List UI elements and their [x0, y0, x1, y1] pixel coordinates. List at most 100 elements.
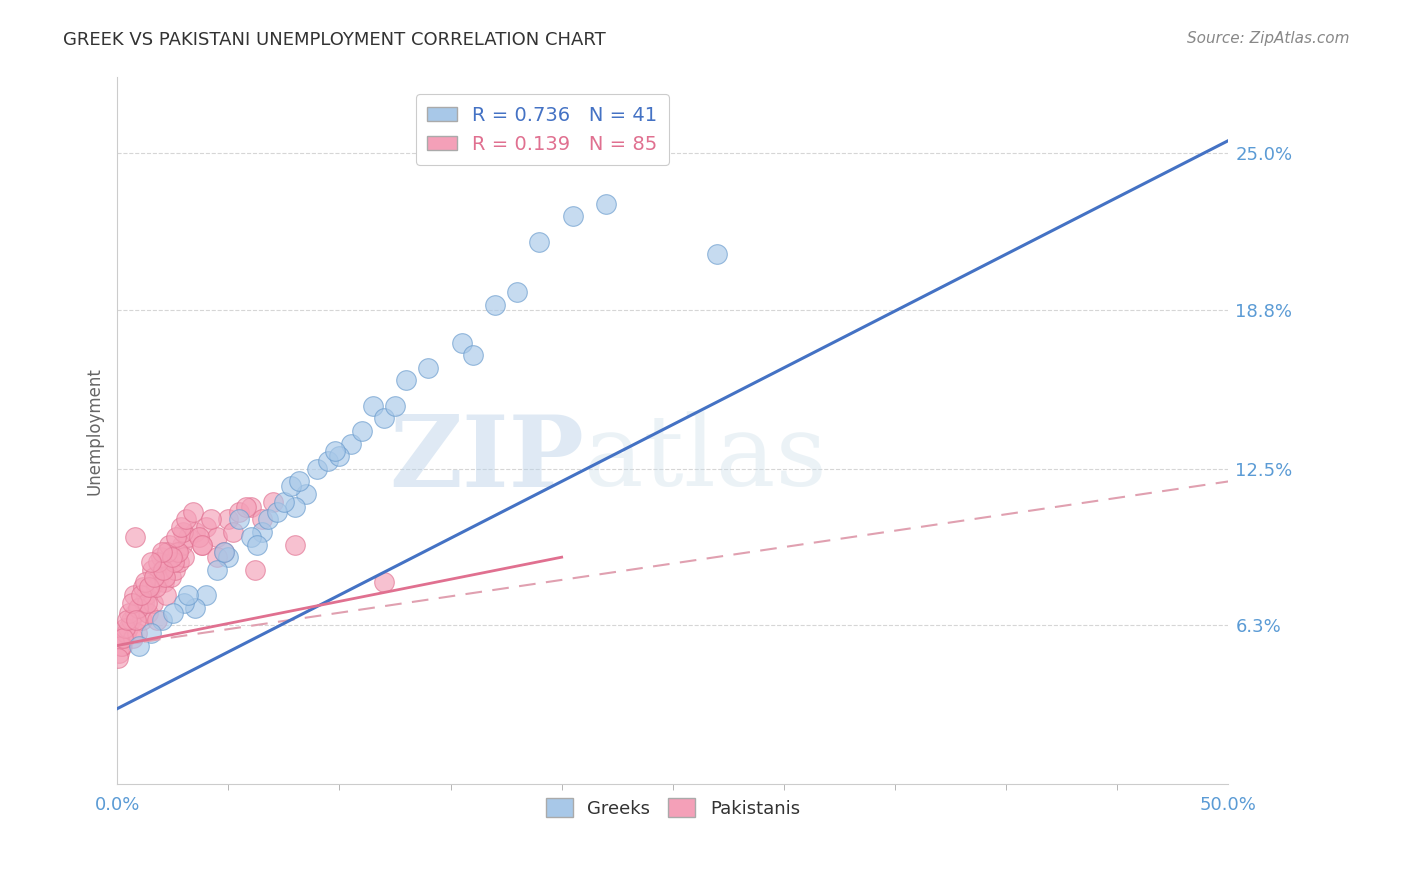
Point [129, 588, 152, 602]
Point [173, 550, 195, 565]
Point [228, 505, 250, 519]
Point [212, 545, 235, 559]
Point [529, 235, 551, 249]
Point [149, 550, 172, 565]
Point [228, 512, 250, 526]
Point [243, 563, 266, 577]
Point [136, 606, 159, 620]
Point [108, 646, 131, 660]
Point [159, 570, 181, 584]
Point [131, 613, 153, 627]
Point [145, 581, 167, 595]
Point [135, 588, 157, 602]
Point [284, 500, 307, 514]
Text: Source: ZipAtlas.com: Source: ZipAtlas.com [1187, 31, 1350, 46]
Point [170, 537, 193, 551]
Point [239, 530, 262, 544]
Point [139, 581, 162, 595]
Point [120, 613, 142, 627]
Point [461, 348, 484, 362]
Point [138, 581, 160, 595]
Point [155, 588, 177, 602]
Point [235, 500, 257, 514]
Point [195, 520, 218, 534]
Point [246, 537, 269, 551]
Point [124, 530, 146, 544]
Point [190, 537, 212, 551]
Point [506, 285, 529, 299]
Point [184, 600, 207, 615]
Point [122, 588, 145, 602]
Point [373, 575, 395, 590]
Point [165, 530, 187, 544]
Point [250, 524, 273, 539]
Point [150, 563, 173, 577]
Point [450, 335, 472, 350]
Point [172, 524, 194, 539]
Point [174, 512, 197, 526]
Point [167, 545, 190, 559]
Point [153, 575, 176, 590]
Point [117, 621, 139, 635]
Point [181, 505, 204, 519]
Point [146, 613, 169, 627]
Point [124, 606, 146, 620]
Point [107, 651, 129, 665]
Point [163, 563, 186, 577]
Point [484, 298, 506, 312]
Point [177, 530, 200, 544]
Point [280, 479, 302, 493]
Point [205, 530, 228, 544]
Point [148, 570, 170, 584]
Point [143, 575, 166, 590]
Point [121, 596, 143, 610]
Point [339, 436, 361, 450]
Point [156, 545, 179, 559]
Point [148, 555, 170, 569]
Point [153, 570, 176, 584]
Point [132, 596, 155, 610]
Point [350, 424, 373, 438]
Point [250, 512, 273, 526]
Point [142, 570, 165, 584]
Point [157, 537, 180, 551]
Point [157, 555, 180, 569]
Point [273, 494, 295, 508]
Point [127, 626, 149, 640]
Point [318, 454, 340, 468]
Point [373, 411, 395, 425]
Point [115, 626, 138, 640]
Point [323, 444, 346, 458]
Point [239, 500, 262, 514]
Point [169, 520, 191, 534]
Point [217, 550, 239, 565]
Point [361, 399, 384, 413]
Point [595, 196, 617, 211]
Point [136, 596, 159, 610]
Point [162, 606, 184, 620]
Point [142, 596, 165, 610]
Point [195, 588, 218, 602]
Point [200, 512, 222, 526]
Point [125, 613, 148, 627]
Point [115, 613, 138, 627]
Point [150, 545, 173, 559]
Point [295, 487, 318, 501]
Point [121, 631, 143, 645]
Point [217, 512, 239, 526]
Point [257, 512, 280, 526]
Point [112, 631, 135, 645]
Point [166, 545, 188, 559]
Text: GREEK VS PAKISTANI UNEMPLOYMENT CORRELATION CHART: GREEK VS PAKISTANI UNEMPLOYMENT CORRELAT… [63, 31, 606, 49]
Point [395, 373, 418, 387]
Point [134, 575, 156, 590]
Point [190, 537, 212, 551]
Point [184, 524, 207, 539]
Point [328, 449, 350, 463]
Point [212, 545, 235, 559]
Point [561, 210, 583, 224]
Point [205, 563, 228, 577]
Point [110, 639, 132, 653]
Point [384, 399, 406, 413]
Point [132, 581, 155, 595]
